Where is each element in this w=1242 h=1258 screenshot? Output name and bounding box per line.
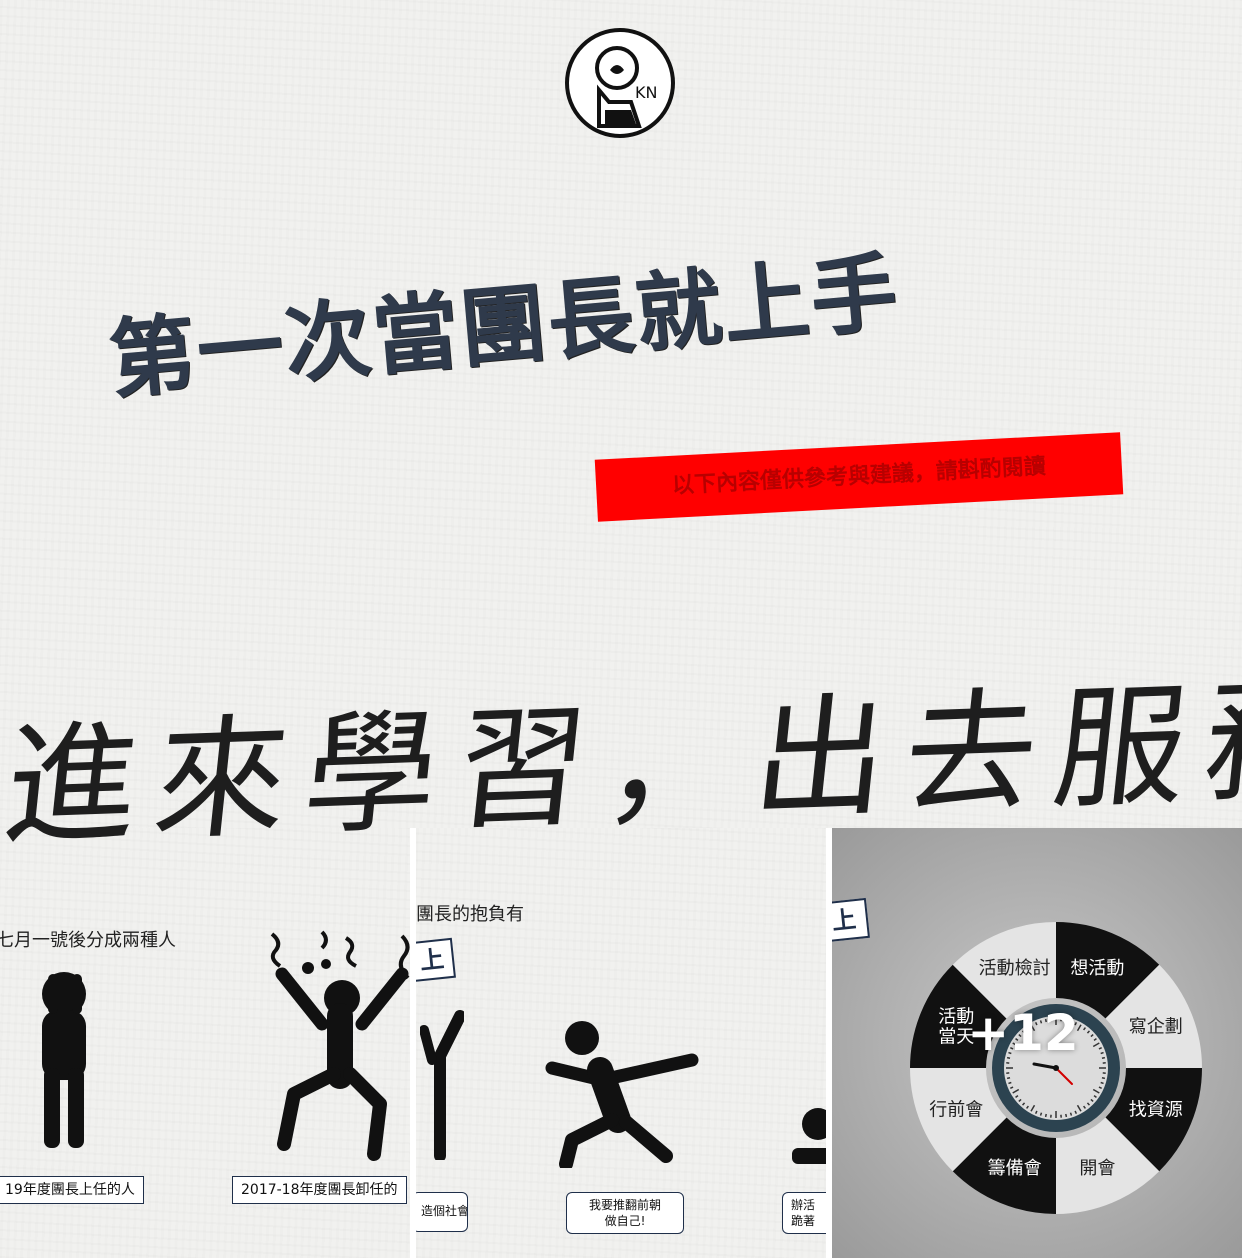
cover-photo[interactable]: KN 第一次當團長就上手 以下內容僅供參考與建議，請斟酌閱讀	[0, 0, 1242, 828]
sticker-tag: 上	[416, 937, 456, 983]
wheel-segment-label: 活動檢討	[979, 958, 1051, 979]
jumping-person-icon	[270, 930, 410, 1161]
tile-heading: 團長的抱負有	[416, 904, 524, 925]
tile-heading: 七月一號後分成兩種人	[0, 930, 176, 951]
wheel-segment	[910, 964, 1007, 1068]
photo-thumbnail-1[interactable]: 七月一號後分成兩種人 19年度團長上任的人 2017-18年度團長卸任的	[0, 828, 410, 1258]
speech-bubble: 辦活 跪著	[782, 1192, 826, 1235]
wheel-segment	[1056, 922, 1160, 1019]
dab-person-icon	[545, 1021, 699, 1168]
wheel-segment	[952, 922, 1056, 1019]
photo-thumbnail-2[interactable]: 團長的抱負有 上 造個社會 我要推翻前朝 做自己! 辦活 跪著	[416, 828, 826, 1258]
more-photos-overlay[interactable]: +12	[832, 828, 1242, 1258]
wheel-segment-label: 活動當天	[938, 1007, 974, 1048]
wheel-segment-label: 寫企劃	[1129, 1017, 1183, 1038]
wheel-segment-label: 開會	[1079, 1158, 1115, 1179]
partial-person-icon	[420, 1010, 464, 1160]
wheel-segment-label: 行前會	[929, 1099, 983, 1120]
wheel-segment	[910, 1068, 1007, 1172]
worried-person-icon	[42, 972, 86, 1148]
club-logo: KN	[565, 28, 675, 138]
page-title: 第一次當團長就上手	[105, 242, 903, 412]
wheel-segment-label: 籌備會	[988, 1158, 1042, 1179]
disclaimer-text: 以下內容僅供參考與建議，請斟酌閱讀	[671, 454, 1047, 499]
wheel-segment	[1056, 1117, 1160, 1214]
wheel-segment-label: 找資源	[1129, 1099, 1183, 1120]
wheel-segment	[1105, 1068, 1202, 1172]
partial-person-icon	[792, 1108, 826, 1164]
clock-second-hand	[1055, 1067, 1073, 1085]
caption-box: 2017-18年度團長卸任的	[232, 1176, 407, 1205]
more-photos-count: +12	[967, 1004, 1079, 1062]
wheel-segment-label: 想活動	[1070, 958, 1124, 979]
clock-hour-hand	[1032, 1062, 1058, 1070]
caption-box: 19年度團長上任的人	[0, 1176, 144, 1205]
disclaimer-banner: 以下內容僅供參考與建議，請斟酌閱讀	[594, 432, 1124, 522]
speech-bubble: 造個社會	[416, 1192, 468, 1232]
wheel-segment	[952, 1117, 1056, 1214]
speech-bubble: 我要推翻前朝 做自己!	[566, 1192, 684, 1235]
wheel-segment	[1105, 964, 1202, 1068]
svg-text:KN: KN	[635, 83, 657, 102]
clock-ticks	[1006, 1018, 1106, 1118]
